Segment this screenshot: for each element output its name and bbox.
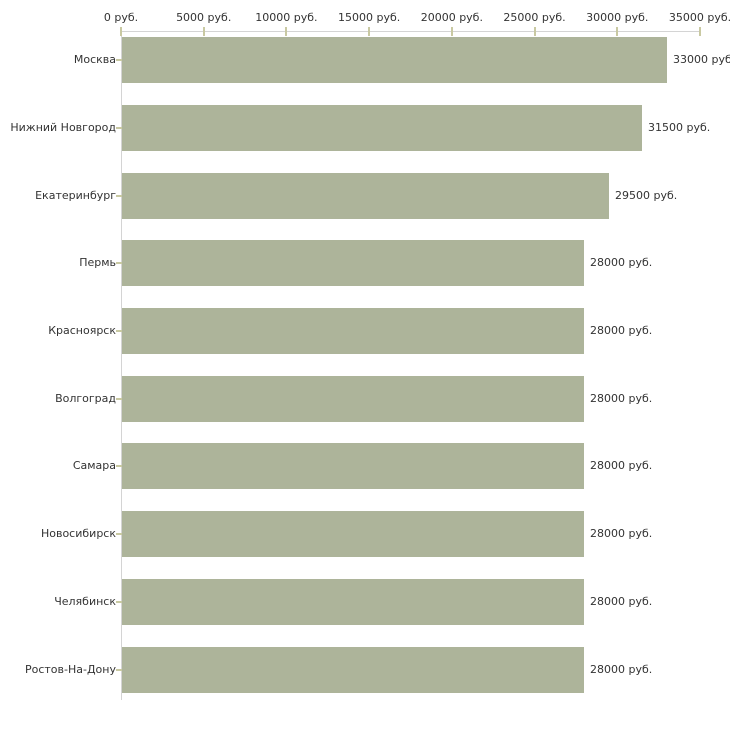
y-axis-tick-mark [116, 465, 122, 467]
value-label: 28000 руб. [590, 392, 653, 405]
bar [122, 443, 584, 489]
y-axis-tick-mark [116, 330, 122, 332]
x-axis-tick-mark [533, 27, 536, 36]
x-axis-tick-label: 15000 руб. [338, 11, 401, 24]
bar [122, 37, 667, 83]
x-axis-tick-label: 25000 руб. [503, 11, 566, 24]
value-label: 28000 руб. [590, 256, 653, 269]
bar [122, 647, 584, 693]
category-label: Москва [73, 53, 116, 66]
bar [122, 240, 584, 286]
category-label: Новосибирск [40, 527, 116, 540]
value-label: 28000 руб. [590, 527, 653, 540]
y-axis-tick-mark [116, 59, 122, 61]
bar [122, 173, 609, 219]
value-label: 28000 руб. [590, 324, 653, 337]
x-axis-tick-mark [699, 27, 701, 36]
x-axis-tick-label: 0 руб. [103, 11, 139, 24]
y-axis-tick-mark [116, 601, 122, 603]
y-axis-tick-mark [116, 533, 122, 535]
x-axis-tick-mark [368, 27, 371, 36]
category-label: Челябинск [54, 595, 116, 608]
y-axis-line [121, 31, 122, 700]
bar [122, 308, 584, 354]
bar [122, 376, 584, 422]
x-axis-tick-mark [450, 27, 453, 36]
category-label: Нижний Новгород [10, 121, 116, 134]
x-axis-tick-mark [202, 27, 205, 36]
value-label: 28000 руб. [590, 459, 653, 472]
value-label: 28000 руб. [590, 663, 653, 676]
x-axis-tick-label: 5000 руб. [176, 11, 232, 24]
value-label: 31500 руб. [648, 121, 711, 134]
y-axis-tick-mark [116, 669, 122, 671]
x-axis-tick-mark [120, 27, 122, 36]
x-axis-tick-mark [285, 27, 288, 36]
y-axis-tick-mark [116, 262, 122, 264]
y-axis-tick-mark [116, 195, 122, 197]
category-label: Красноярск [48, 324, 116, 337]
category-label: Ростов-На-Дону [24, 663, 116, 676]
x-axis-tick-mark [616, 27, 619, 36]
x-axis-tick-label: 30000 руб. [586, 11, 649, 24]
y-axis-tick-mark [116, 127, 122, 129]
x-axis-tick-label: 20000 руб. [420, 11, 483, 24]
x-axis-tick-label: 10000 руб. [255, 11, 318, 24]
value-label: 33000 руб. [673, 53, 730, 66]
bar [122, 105, 642, 151]
bar [122, 511, 584, 557]
value-label: 28000 руб. [590, 595, 653, 608]
x-axis-line [121, 31, 701, 32]
x-axis-tick-label: 35000 руб. [668, 11, 730, 24]
value-label: 29500 руб. [615, 189, 678, 202]
category-label: Самара [72, 459, 116, 472]
category-label: Пермь [79, 256, 116, 269]
bar [122, 579, 584, 625]
category-label: Екатеринбург [35, 189, 116, 202]
category-label: Волгоград [55, 392, 116, 405]
y-axis-tick-mark [116, 398, 122, 400]
